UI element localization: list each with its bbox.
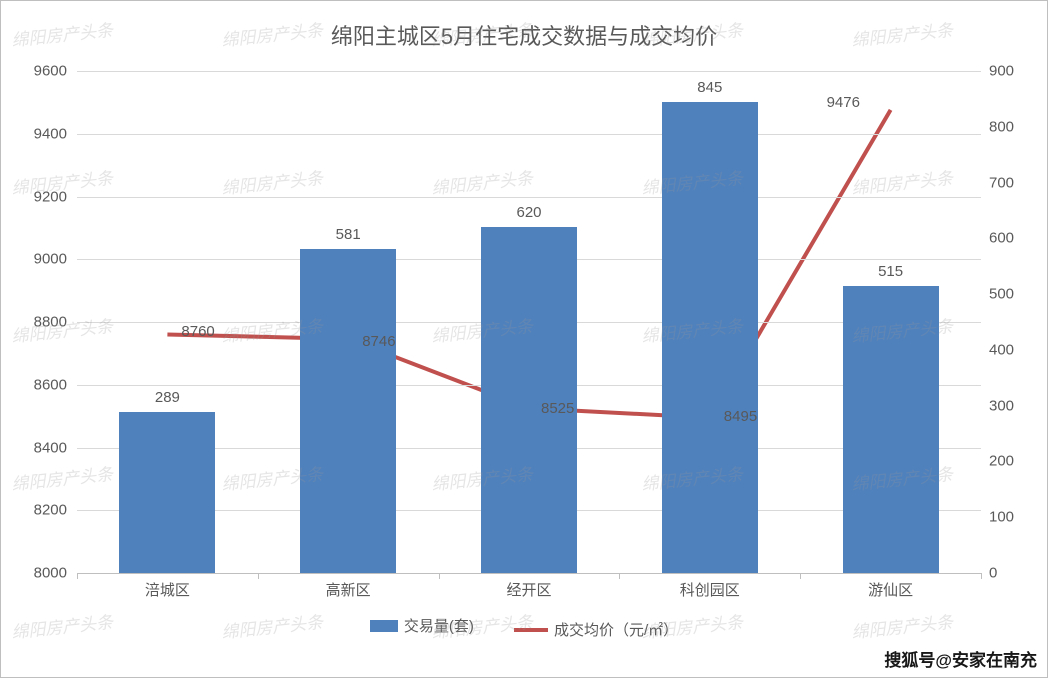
legend-label-bar: 交易量(套) (404, 615, 474, 636)
legend-item-bar: 交易量(套) (370, 615, 474, 636)
y-right-tick-label: 700 (989, 174, 1039, 191)
x-axis-line (77, 573, 981, 574)
legend-label-line: 成交均价（元/㎡） (554, 619, 678, 640)
y-left-tick-label: 8200 (7, 502, 67, 519)
gridline (77, 71, 981, 72)
y-right-tick-label: 400 (989, 341, 1039, 358)
bar-value-label: 581 (336, 226, 361, 243)
y-right-tick-label: 800 (989, 118, 1039, 135)
legend-item-line: 成交均价（元/㎡） (514, 619, 678, 640)
line-value-label: 8746 (362, 333, 395, 350)
y-right-tick-label: 600 (989, 230, 1039, 247)
line-value-label: 8760 (181, 323, 214, 340)
line-value-label: 8495 (724, 408, 757, 425)
y-right-tick-label: 0 (989, 565, 1039, 582)
bar-value-label: 289 (155, 389, 180, 406)
x-category-label: 科创园区 (680, 579, 740, 600)
y-left-tick-label: 9600 (7, 63, 67, 80)
bar-value-label: 845 (697, 79, 722, 96)
y-left-tick-label: 8000 (7, 565, 67, 582)
bar (843, 286, 939, 573)
x-category-label: 经开区 (506, 579, 551, 600)
y-left-tick-label: 9000 (7, 251, 67, 268)
y-left-tick-label: 9400 (7, 125, 67, 142)
y-left-tick-label: 8600 (7, 376, 67, 393)
y-right-tick-label: 300 (989, 397, 1039, 414)
footer-credit: 搜狐号@安家在南充 (884, 646, 1037, 671)
bar-value-label: 515 (878, 263, 903, 280)
y-left-tick-label: 8800 (7, 314, 67, 331)
legend-swatch-bar (370, 620, 398, 632)
y-right-tick-label: 100 (989, 509, 1039, 526)
x-tick (439, 573, 440, 579)
bar (119, 412, 215, 573)
bar-value-label: 620 (516, 204, 541, 221)
legend-swatch-line (514, 628, 548, 632)
chart-title: 绵阳主城区5月住宅成交数据与成交均价 (1, 19, 1047, 51)
gridline (77, 197, 981, 198)
x-tick (77, 573, 78, 579)
x-category-label: 涪城区 (145, 579, 190, 600)
x-tick (258, 573, 259, 579)
y-left-tick-label: 8400 (7, 439, 67, 456)
plot-area: 289 581 620 845 515 8760 8746 8525 8495 9476 (77, 71, 981, 573)
bar (662, 102, 758, 573)
bar (300, 249, 396, 573)
x-category-label: 高新区 (326, 579, 371, 600)
y-right-tick-label: 200 (989, 453, 1039, 470)
line-value-label: 9476 (827, 94, 860, 111)
gridline (77, 134, 981, 135)
y-left-tick-label: 9200 (7, 188, 67, 205)
x-category-label: 游仙区 (868, 579, 913, 600)
legend: 交易量(套) 成交均价（元/㎡） (1, 615, 1047, 640)
chart-container: 绵阳主城区5月住宅成交数据与成交均价 289 581 620 845 515 8760 87… (0, 0, 1048, 678)
x-tick (981, 573, 982, 579)
line-value-label: 8525 (541, 400, 574, 417)
x-tick (619, 573, 620, 579)
y-right-tick-label: 500 (989, 286, 1039, 303)
x-tick (800, 573, 801, 579)
y-right-tick-label: 900 (989, 63, 1039, 80)
